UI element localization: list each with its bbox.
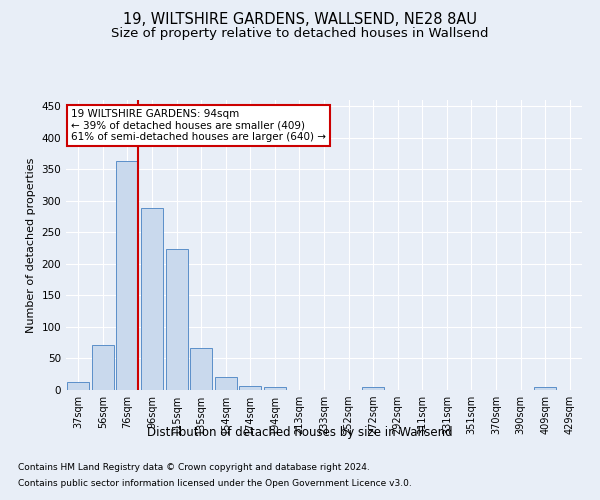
- Bar: [116, 161, 139, 390]
- Bar: [141, 208, 163, 390]
- Bar: [92, 345, 114, 390]
- Bar: [534, 388, 556, 390]
- Text: Contains HM Land Registry data © Crown copyright and database right 2024.: Contains HM Land Registry data © Crown c…: [18, 464, 370, 472]
- Bar: [239, 386, 262, 390]
- Text: Distribution of detached houses by size in Wallsend: Distribution of detached houses by size …: [147, 426, 453, 439]
- Text: 19, WILTSHIRE GARDENS, WALLSEND, NE28 8AU: 19, WILTSHIRE GARDENS, WALLSEND, NE28 8A…: [123, 12, 477, 28]
- Text: Size of property relative to detached houses in Wallsend: Size of property relative to detached ho…: [111, 28, 489, 40]
- Y-axis label: Number of detached properties: Number of detached properties: [26, 158, 36, 332]
- Bar: [166, 249, 188, 390]
- Bar: [215, 378, 237, 390]
- Bar: [362, 388, 384, 390]
- Bar: [264, 387, 286, 390]
- Bar: [67, 382, 89, 390]
- Text: 19 WILTSHIRE GARDENS: 94sqm
← 39% of detached houses are smaller (409)
61% of se: 19 WILTSHIRE GARDENS: 94sqm ← 39% of det…: [71, 108, 326, 142]
- Text: Contains public sector information licensed under the Open Government Licence v3: Contains public sector information licen…: [18, 478, 412, 488]
- Bar: [190, 348, 212, 390]
